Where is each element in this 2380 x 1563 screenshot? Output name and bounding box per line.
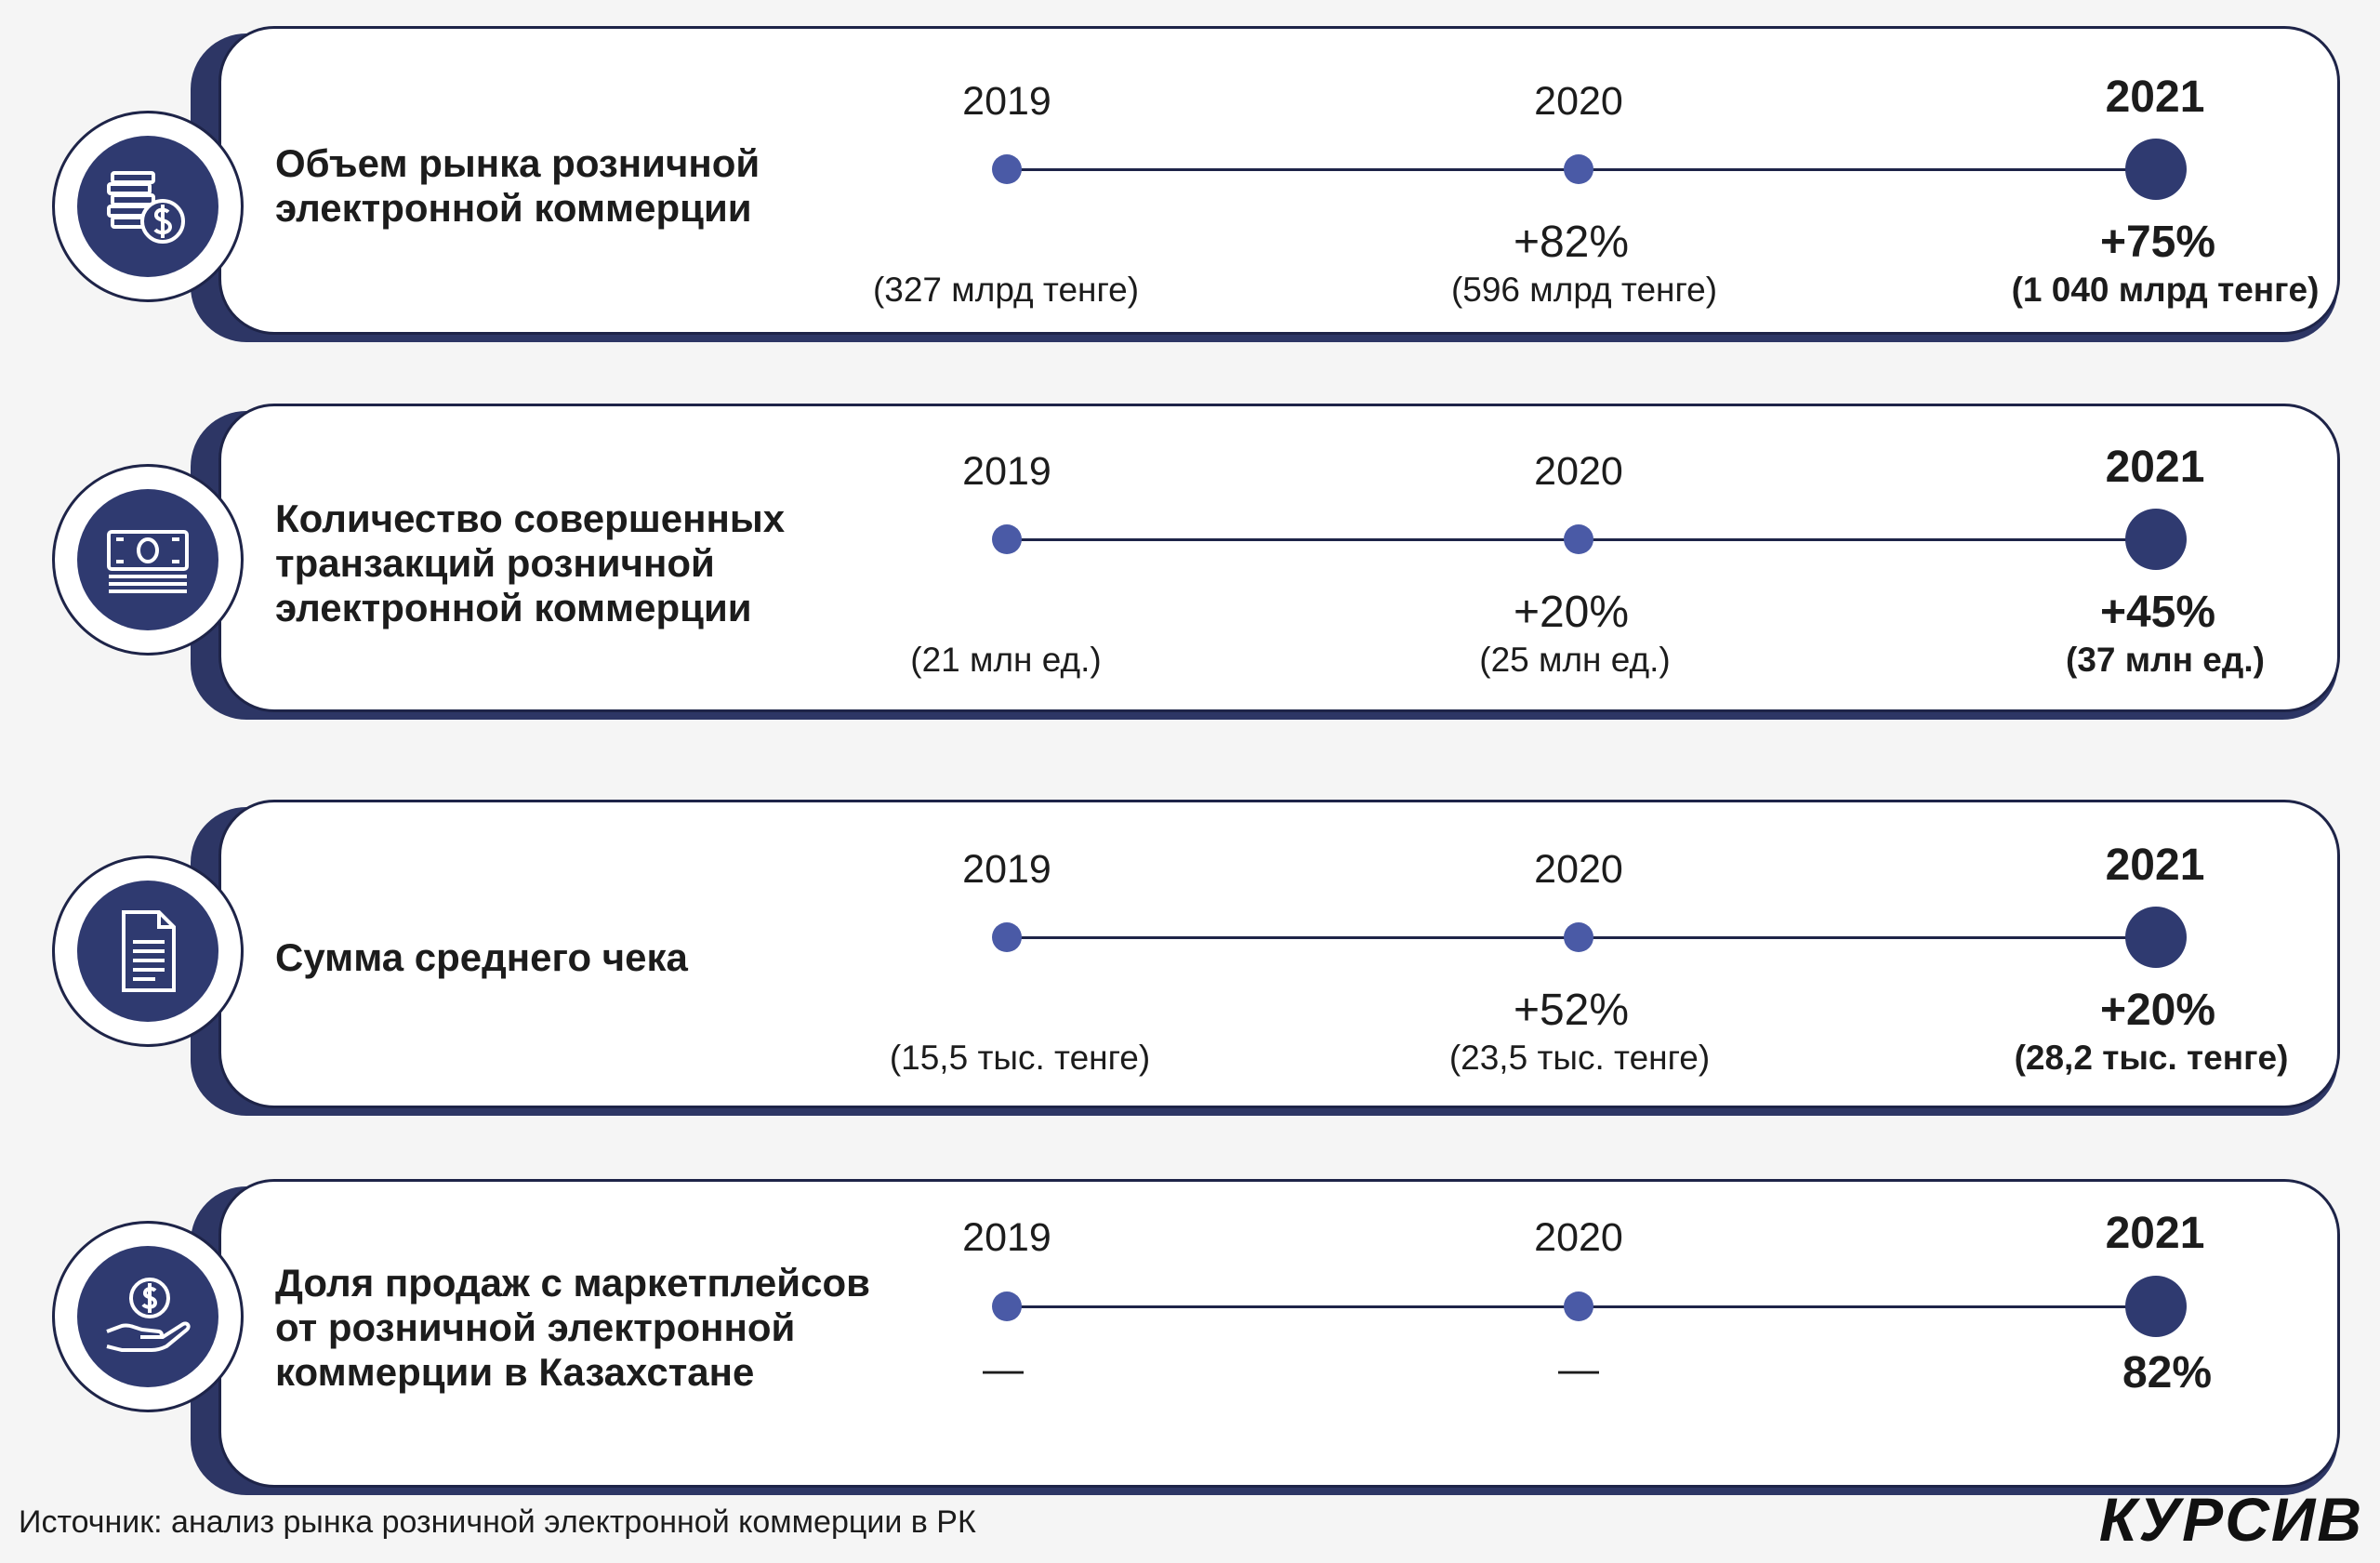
metric-card (218, 1179, 2340, 1488)
metric-badge (52, 855, 244, 1047)
hand-coin-icon (106, 1278, 191, 1352)
year-label: 2019 (962, 79, 1051, 124)
metric-badge (52, 464, 244, 656)
point-2021 (2125, 509, 2187, 570)
metric-badge (52, 111, 244, 302)
point-2021 (2125, 907, 2187, 968)
point-2020 (1564, 524, 1593, 554)
metric-title: Сумма среднего чека (275, 935, 688, 979)
coins-dollar-icon (107, 171, 185, 244)
value-label: (25 млн ед.) (1479, 641, 1671, 679)
growth-label: +20% (2099, 986, 2216, 1035)
metric-row: Количество совершенных транзакций рознич… (0, 404, 2380, 724)
metric-row: Доля продаж с маркетплейсов от розничной… (0, 1179, 2380, 1500)
year-label: 2021 (2105, 443, 2205, 492)
point-2019 (992, 154, 1022, 184)
year-label: 2021 (2105, 1209, 2205, 1258)
metric-title: Доля продаж с маркетплейсов от розничной… (275, 1261, 870, 1394)
metric-card (218, 800, 2340, 1108)
point-2019 (992, 922, 1022, 952)
banknote-icon (107, 530, 189, 593)
value-label: (37 млн ед.) (2066, 641, 2265, 679)
value-label: — (1558, 1346, 1599, 1392)
document-icon (122, 910, 176, 992)
metric-card (218, 404, 2340, 712)
value-label: (15,5 тыс. тенге) (889, 1039, 1151, 1077)
year-label: 2020 (1534, 449, 1623, 494)
point-2019 (992, 524, 1022, 554)
point-2021 (2125, 1276, 2187, 1337)
growth-label: +75% (2099, 218, 2216, 267)
value-label: (327 млрд тенге) (872, 271, 1140, 309)
value-label: (28,2 тыс. тенге) (2014, 1039, 2289, 1077)
point-2020 (1564, 1291, 1593, 1321)
brand-logo: КУРСИВ (2098, 1485, 2363, 1554)
growth-label: +20% (1513, 588, 1630, 637)
metric-title: Объем рынка розничной электронной коммер… (275, 141, 760, 230)
value-label: 82% (2122, 1348, 2213, 1397)
value-label: — (983, 1346, 1024, 1392)
point-2020 (1564, 922, 1593, 952)
source-note: Источник: анализ рынка розничной электро… (19, 1504, 976, 1540)
growth-label: +52% (1513, 986, 1630, 1035)
metric-card (218, 26, 2340, 335)
metric-row: Сумма среднего чека 2019 2020 2021 +52% … (0, 800, 2380, 1120)
metric-row: Объем рынка розничной электронной коммер… (0, 26, 2380, 347)
year-label: 2021 (2105, 73, 2205, 122)
value-label: (21 млн ед.) (910, 641, 1102, 679)
value-label: (596 млрд тенге) (1450, 271, 1718, 309)
point-2019 (992, 1291, 1022, 1321)
value-label: (23,5 тыс. тенге) (1448, 1039, 1711, 1077)
year-label: 2020 (1534, 1215, 1623, 1260)
growth-label: +45% (2099, 588, 2216, 637)
year-label: 2021 (2105, 841, 2205, 890)
point-2021 (2125, 139, 2187, 200)
growth-label: +82% (1513, 218, 1630, 267)
year-label: 2019 (962, 1215, 1051, 1260)
point-2020 (1564, 154, 1593, 184)
year-label: 2020 (1534, 79, 1623, 124)
metric-title: Количество совершенных транзакций рознич… (275, 497, 786, 629)
year-label: 2019 (962, 847, 1051, 892)
year-label: 2020 (1534, 847, 1623, 892)
value-label: (1 040 млрд тенге) (2011, 271, 2320, 309)
year-label: 2019 (962, 449, 1051, 494)
metric-badge (52, 1221, 244, 1412)
